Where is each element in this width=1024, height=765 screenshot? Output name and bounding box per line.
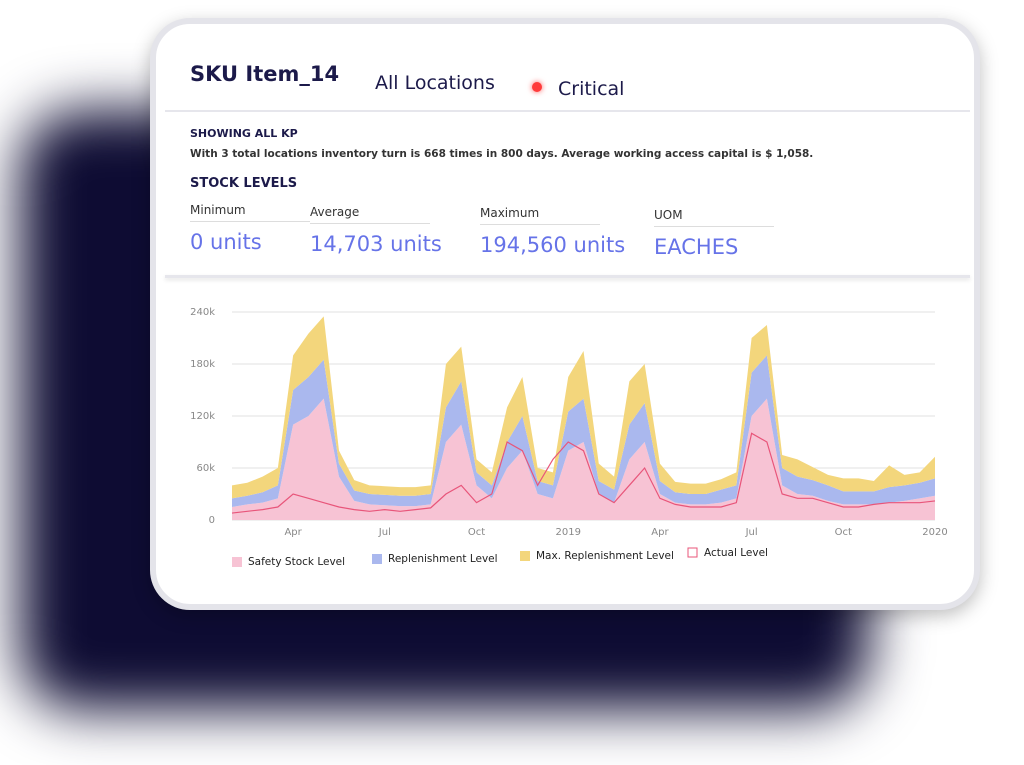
legend-marker [687,547,698,558]
kp-title: SHOWING ALL KP [190,127,298,140]
metric-label: Minimum [190,203,310,222]
metric-value: 14,703 units [310,231,442,256]
y-tick-label: 240k [190,307,215,318]
x-tick-label: Oct [468,527,485,538]
legend-label: Actual Level [704,547,768,559]
metric-label: UOM [654,208,774,227]
divider [165,275,970,278]
x-tick-label: 2020 [922,527,947,538]
legend-label: Replenishment Level [388,553,498,565]
metric: Minimum 0 units [190,203,310,254]
y-tick-label: 120k [190,411,215,422]
metric: Maximum 194,560 units [480,206,625,257]
x-tick-label: Oct [835,527,852,538]
y-tick-label: 180k [190,359,215,370]
y-tick-label: 0 [209,515,215,526]
x-tick-label: Jul [378,527,391,538]
status: Critical [558,78,625,100]
legend-marker [520,551,530,561]
legend-marker [372,554,382,564]
x-tick-label: 2019 [555,527,580,538]
status-dot [532,82,542,92]
x-tick-label: Apr [651,527,669,538]
stock-title: STOCK LEVELS [190,176,298,191]
legend-label: Safety Stock Level [248,556,345,568]
metric-value: 194,560 units [480,233,626,257]
area [232,316,935,499]
metric-label: Maximum [480,206,600,225]
location: All Locations [375,72,495,94]
legend-marker [232,557,242,567]
area [232,398,935,520]
legend-label: Max. Replenishment Level [536,550,674,562]
metric-label: Average [310,205,430,224]
line [231,432,936,514]
x-tick-label: Jul [745,527,758,538]
metric-value: 0 units [190,230,262,254]
kp-text: With 3 total locations inventory turn is… [190,148,814,160]
metric: Average 14,703 units [310,205,442,256]
x-tick-label: Apr [284,527,302,538]
sku-title: SKU Item_14 [190,62,340,86]
divider [165,110,970,112]
area [232,355,935,507]
metric-value: EACHES [654,234,739,259]
metric: UOM EACHES [654,208,774,259]
y-tick-label: 60k [196,463,215,474]
